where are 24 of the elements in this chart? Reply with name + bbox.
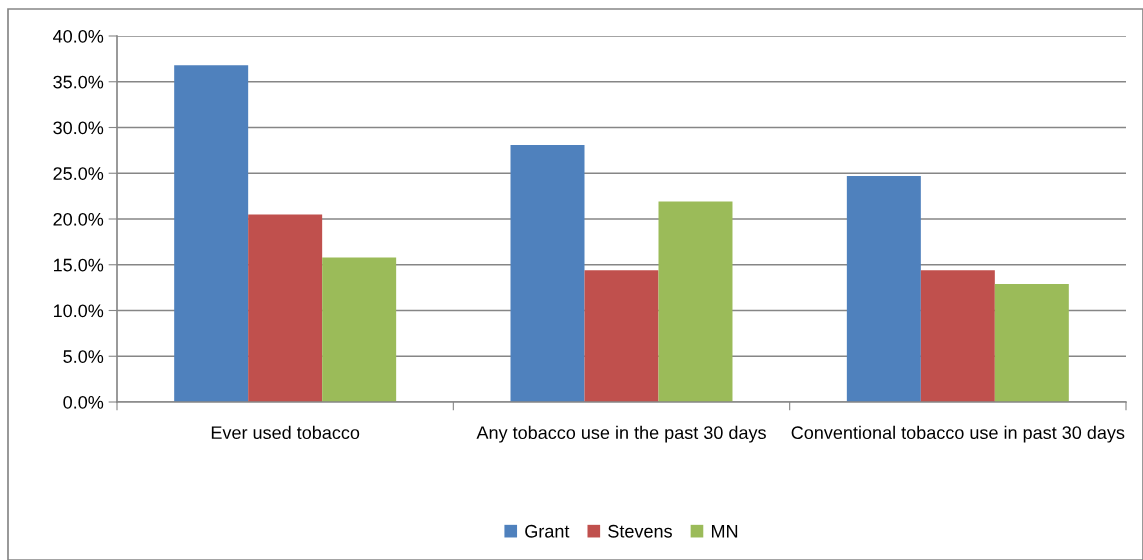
bar — [248, 214, 323, 402]
y-tick-label: 40.0% — [53, 29, 104, 43]
y-tick-label: 25.0% — [53, 167, 104, 180]
y-tick-label: 5.0% — [63, 350, 104, 363]
bar — [174, 65, 249, 402]
bar — [584, 270, 659, 402]
y-tick-label: 10.0% — [53, 304, 104, 318]
bar — [920, 270, 995, 402]
y-tick-label: 35.0% — [53, 75, 104, 89]
x-tick-label: Ever used tobacco — [211, 425, 360, 440]
bar — [510, 144, 585, 402]
bar — [658, 201, 733, 402]
legend-label: MN — [711, 525, 738, 538]
y-tick-label: 30.0% — [53, 121, 104, 135]
legend-label: Stevens — [608, 524, 672, 538]
y-tick-label: 0.0% — [63, 395, 104, 409]
bar — [994, 283, 1069, 402]
y-tick-label: 15.0% — [53, 258, 104, 272]
legend-label: Grant — [525, 524, 570, 538]
y-tick-label: 20.0% — [53, 212, 104, 226]
bar — [322, 257, 397, 402]
x-tick-label: Conventional tobacco use in past 30 days — [791, 425, 1125, 443]
x-tick-label: Any tobacco use in the past 30 days — [476, 425, 766, 443]
bar — [846, 175, 921, 402]
